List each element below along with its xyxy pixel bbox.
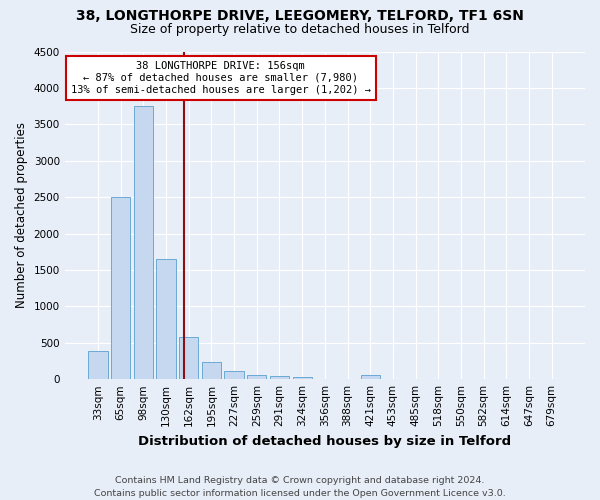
Bar [157, 259, 176, 379]
X-axis label: Distribution of detached houses by size in Telford: Distribution of detached houses by size … [138, 434, 511, 448]
Bar [134, 106, 153, 379]
Bar [224, 371, 244, 379]
Bar [270, 376, 289, 379]
Y-axis label: Number of detached properties: Number of detached properties [15, 122, 28, 308]
Bar [293, 376, 312, 379]
Bar [361, 375, 380, 379]
Bar [179, 337, 199, 379]
Text: Contains HM Land Registry data © Crown copyright and database right 2024.
Contai: Contains HM Land Registry data © Crown c… [94, 476, 506, 498]
Bar [247, 375, 266, 379]
Text: 38 LONGTHORPE DRIVE: 156sqm
← 87% of detached houses are smaller (7,980)
13% of : 38 LONGTHORPE DRIVE: 156sqm ← 87% of det… [71, 62, 371, 94]
Text: Size of property relative to detached houses in Telford: Size of property relative to detached ho… [130, 22, 470, 36]
Bar [202, 362, 221, 379]
Text: 38, LONGTHORPE DRIVE, LEEGOMERY, TELFORD, TF1 6SN: 38, LONGTHORPE DRIVE, LEEGOMERY, TELFORD… [76, 9, 524, 23]
Bar [88, 351, 107, 379]
Bar [111, 197, 130, 379]
